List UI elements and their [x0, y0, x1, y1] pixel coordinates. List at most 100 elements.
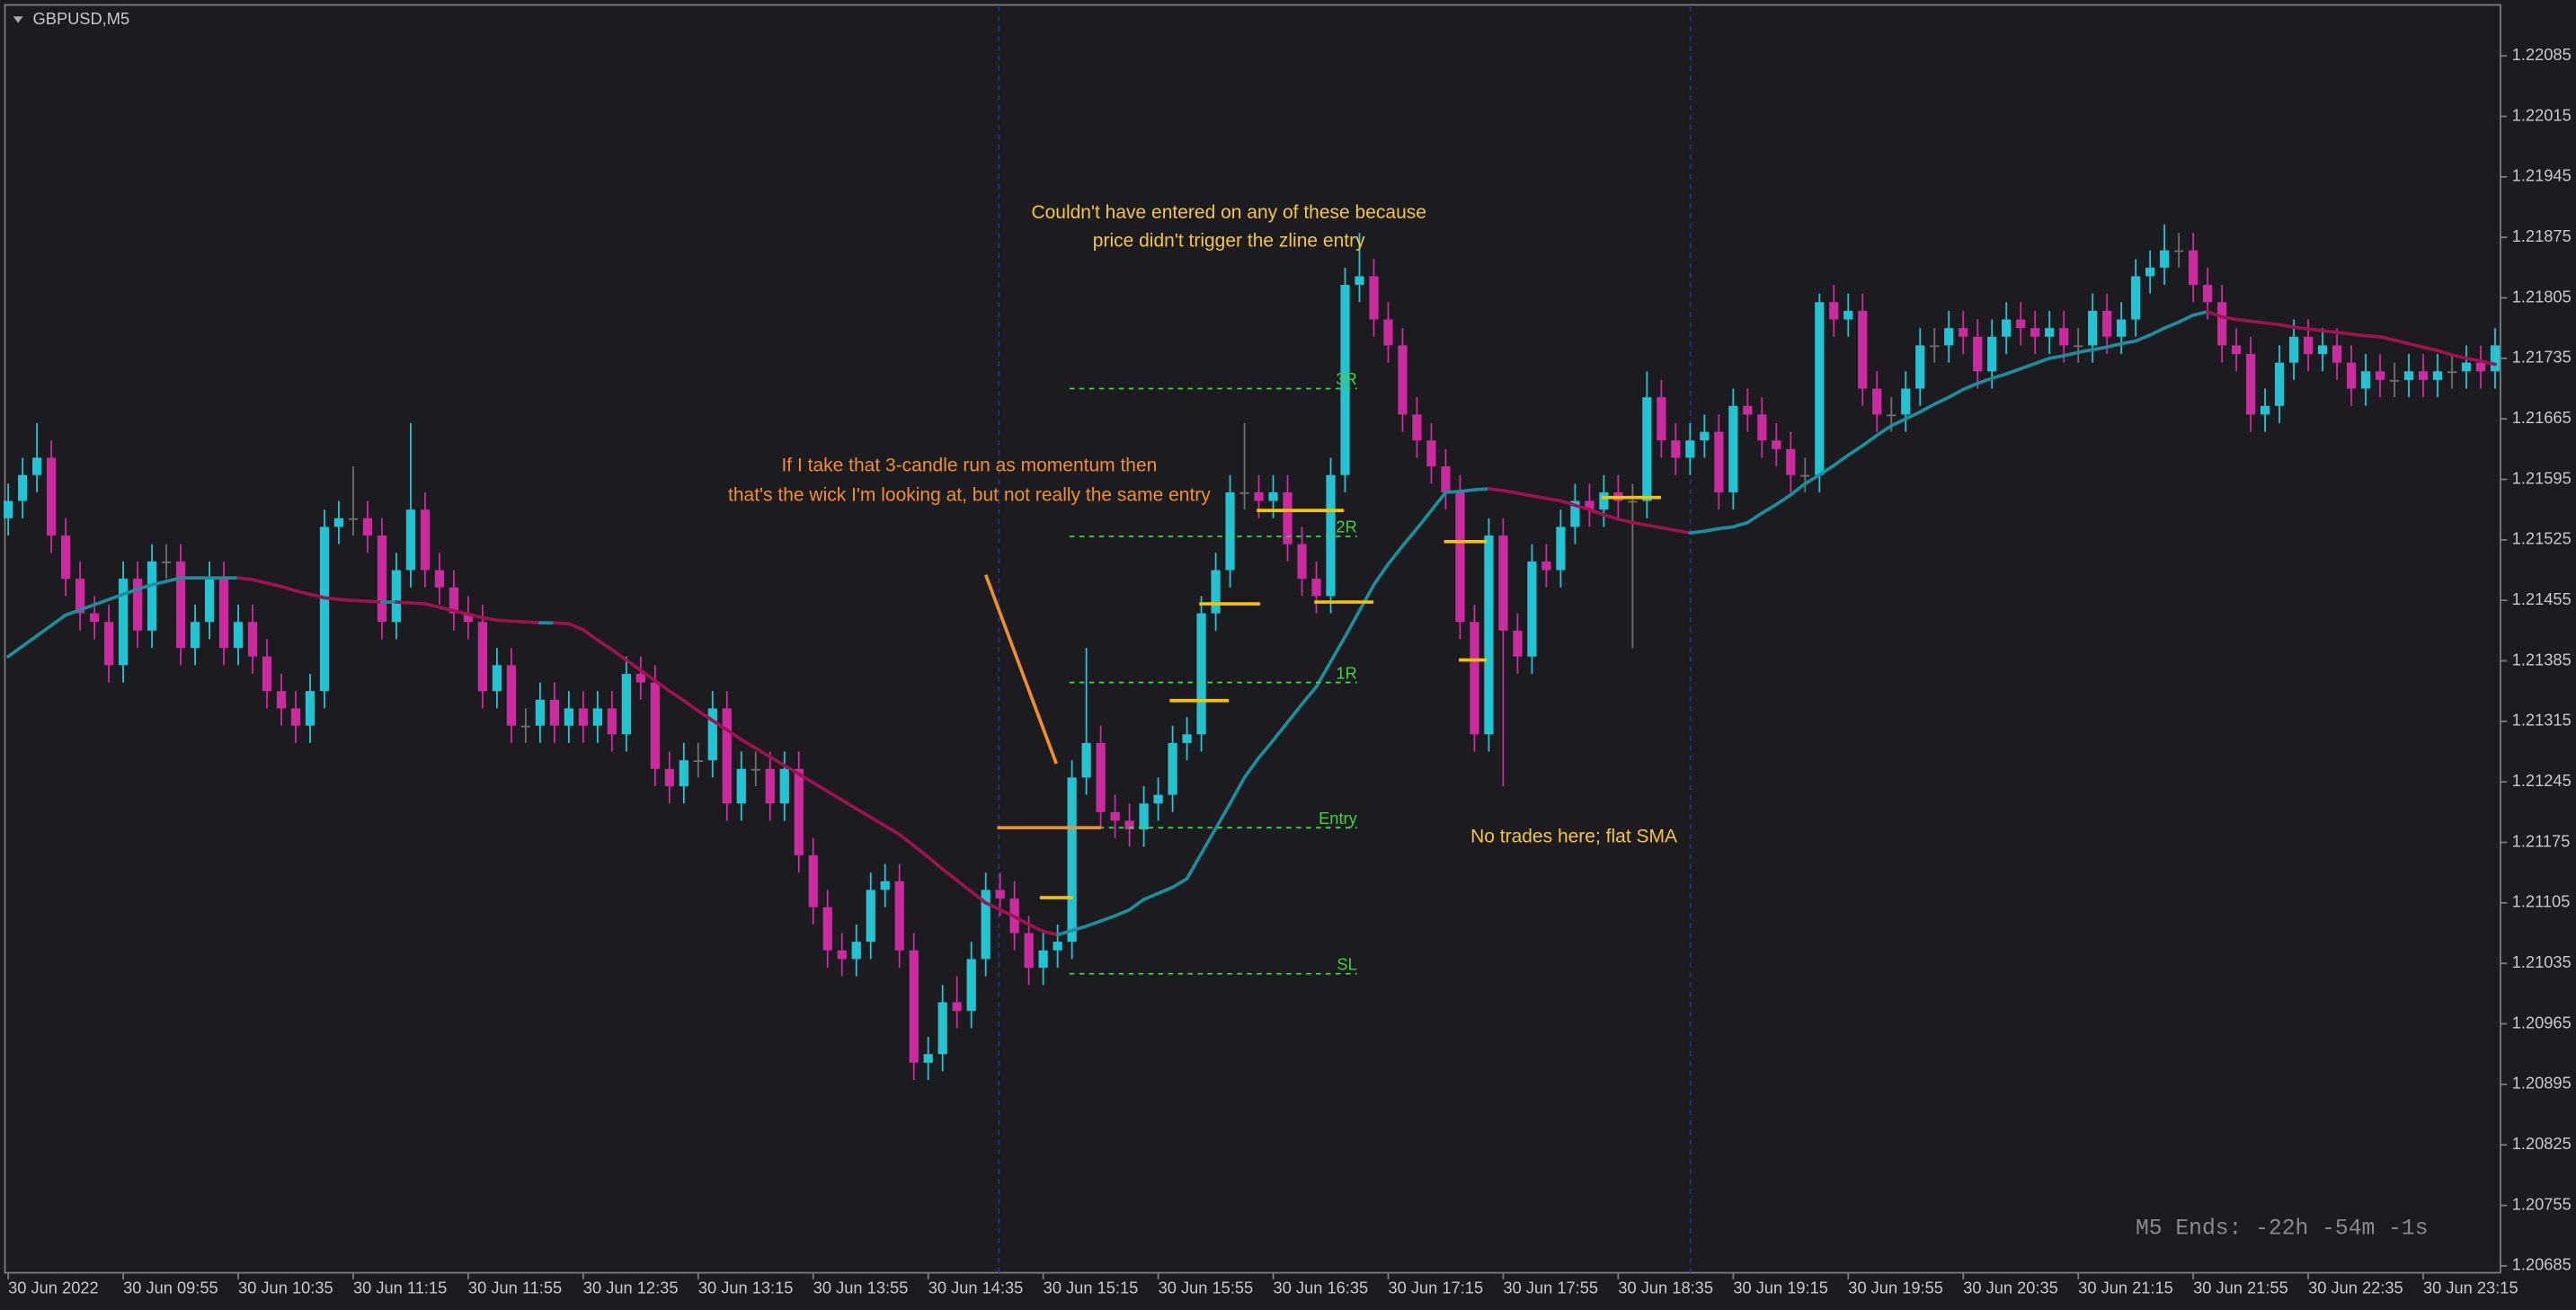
sma-segment	[1559, 499, 1577, 508]
sma-segment	[2292, 325, 2310, 331]
sma-segment	[1918, 402, 1937, 414]
y-tick-label: 1.21385	[2512, 650, 2572, 668]
candle-body	[1887, 414, 1896, 417]
sma-segment	[1630, 520, 1649, 527]
candle-body	[578, 708, 588, 726]
sma-segment	[1731, 520, 1750, 529]
candle-body	[2074, 345, 2083, 348]
sma-segment	[1990, 372, 2009, 380]
x-tick-label: 30 Jun 20:35	[1963, 1279, 2058, 1297]
sma-segment	[1961, 381, 1980, 392]
candle-body	[161, 561, 172, 563]
candle-body	[305, 691, 315, 726]
candle-body	[1858, 310, 1868, 389]
sma-segment	[854, 807, 873, 819]
sma-segment	[1300, 685, 1319, 706]
candle-body	[2346, 362, 2357, 389]
candle-body	[1585, 500, 1594, 510]
sma-segment	[1803, 473, 1822, 486]
sma-segment	[78, 603, 96, 612]
y-tick-label: 1.21315	[2512, 711, 2572, 730]
sma-segment	[2407, 341, 2425, 350]
candle-body	[463, 613, 474, 623]
sma-segment	[2004, 367, 2023, 376]
candle-body	[492, 665, 502, 692]
candle-body	[1815, 302, 1825, 475]
candle-body	[2274, 362, 2285, 406]
candle-body	[751, 768, 760, 771]
sma-segment	[839, 798, 858, 810]
sma-segment	[1328, 634, 1347, 664]
sma-segment	[35, 624, 53, 638]
candle-body	[707, 708, 717, 761]
sma-segment	[452, 608, 470, 616]
sma-segment	[251, 578, 269, 585]
menu-arrow[interactable]	[13, 16, 23, 23]
candle-body	[1541, 561, 1551, 571]
sma-segment	[926, 855, 945, 872]
candle-body	[923, 1054, 933, 1063]
y-tick-label: 1.21245	[2512, 771, 2572, 790]
sma-segment	[1429, 491, 1448, 512]
sma-segment	[811, 781, 830, 793]
x-tick-label: 30 Jun 12:35	[583, 1279, 679, 1297]
sma-segment	[1774, 492, 1793, 507]
sma-segment	[639, 668, 657, 683]
candle-body	[2189, 250, 2198, 286]
sma-segment	[2364, 333, 2382, 339]
sma-segment	[1515, 491, 1534, 498]
candle-body	[1268, 491, 1278, 501]
candle-body	[2117, 319, 2127, 337]
candle-body	[1901, 388, 1911, 415]
sma-segment	[236, 576, 254, 581]
level-label: Entry	[1319, 809, 1357, 828]
candle-body	[1570, 500, 1580, 527]
x-tick-label: 30 Jun 14:35	[928, 1279, 1024, 1297]
sma-segment	[2220, 314, 2238, 322]
candle-body	[2102, 310, 2112, 337]
candle-body	[564, 708, 573, 726]
sma-segment	[1070, 925, 1088, 933]
x-tick-label: 30 Jun 16:35	[1274, 1279, 1369, 1297]
sma-segment	[1947, 387, 1966, 399]
candle-body	[909, 950, 919, 1063]
candle-body	[1657, 397, 1666, 441]
candle-body	[1628, 500, 1638, 503]
sma-segment	[911, 844, 930, 859]
candle-body	[4, 500, 13, 518]
candle-body	[1340, 285, 1350, 475]
candle-body	[262, 656, 272, 692]
candle-body	[1196, 613, 1206, 735]
candle-body	[1369, 276, 1379, 320]
sma-segment	[1875, 424, 1894, 438]
candle-body	[1239, 491, 1249, 494]
sma-segment	[438, 606, 456, 613]
arrow-line	[983, 574, 1058, 765]
sma-segment	[2177, 313, 2195, 324]
candle-body	[47, 457, 57, 536]
sma-segment	[136, 583, 154, 591]
candle-body	[1153, 794, 1163, 804]
candle-body	[1829, 302, 1839, 320]
sma-segment	[1357, 583, 1376, 613]
annotation: If I take that 3-candle run as momentum …	[781, 456, 1157, 476]
sma-segment	[1530, 493, 1549, 500]
sma-segment	[553, 621, 571, 625]
sma-segment	[294, 589, 312, 597]
sma-segment	[93, 597, 111, 606]
sma-segment	[955, 879, 973, 894]
sma-segment	[308, 592, 326, 600]
x-tick-label: 30 Jun 2022	[8, 1279, 99, 1297]
sma-segment	[1443, 490, 1462, 494]
candle-body	[2332, 345, 2342, 363]
window-title: GBPUSD,M5	[33, 9, 130, 28]
candle-body	[1124, 820, 1134, 830]
candle-body	[1139, 803, 1149, 830]
sma-segment	[2148, 326, 2166, 337]
sma-segment	[1717, 525, 1736, 531]
sma-segment	[1487, 487, 1506, 492]
sma-segment	[1501, 489, 1520, 495]
sma-segment	[567, 622, 585, 632]
x-tick-label: 30 Jun 15:15	[1044, 1279, 1139, 1297]
